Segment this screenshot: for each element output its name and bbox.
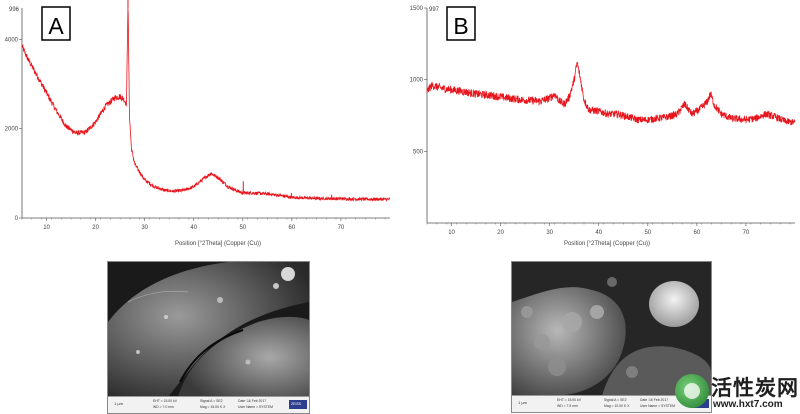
sem-a-micrograph: [108, 262, 309, 397]
panel-label-a-box: [41, 6, 71, 41]
x-tick-label: 70: [338, 225, 345, 231]
x-tick-label: 50: [239, 225, 246, 231]
site-watermark: 活性炭网 www.hxt7.com: [675, 372, 800, 414]
watermark-logo-icon: [675, 374, 709, 408]
sem-b-micrograph: [512, 262, 711, 396]
sem-a-scale-label: 1 µm: [114, 401, 123, 406]
chart-a-xlabel: Position [°2Theta] (Copper (Cu)): [175, 241, 261, 247]
x-tick-label: 10: [448, 230, 455, 236]
sem-b-eht: EHT = 15.00 kV: [557, 398, 581, 402]
x-tick-label: 60: [289, 225, 296, 231]
x-tick-label: 10: [43, 225, 50, 231]
sem-b-scale-label: 1 µm: [518, 400, 527, 405]
sem-a-signal: Signal A = SE2: [200, 399, 223, 403]
y-tick-label: 0: [15, 216, 19, 222]
chart-a-corner-label: 996: [9, 7, 20, 13]
y-tick-label: 1500: [410, 6, 424, 12]
chart-b-xlabel: Position [°2Theta] (Copper (Cu)): [564, 241, 650, 247]
zeiss-logo: ZEISS: [289, 400, 307, 409]
sem-a-eht: EHT = 15.00 kV: [153, 399, 177, 403]
xrd-series-line: [21, 7, 391, 202]
y-tick-label: 1000: [410, 78, 424, 84]
chart-b-corner-label: 997: [429, 7, 440, 13]
watermark-title: 活性炭网: [711, 377, 799, 400]
sem-a-wd: WD = 7.0 mm: [153, 405, 174, 409]
xrd-chart-a: 10 20 30 40 50 60 70 0 2000 4000 996 A Position […: [5, 0, 391, 247]
panel-label-a: A: [48, 13, 64, 39]
sem-a-date: Date :16 Feb 2017: [238, 399, 267, 403]
panel-label-b: B: [453, 13, 468, 39]
x-tick-label: 60: [694, 230, 701, 236]
x-tick-label: 50: [644, 230, 651, 236]
x-tick-label: 30: [546, 230, 553, 236]
sem-a-user: User Name = SYSTEM: [238, 405, 273, 409]
xrd-chart-b: 10 20 30 40 50 60 70 500 1000 1500 997 B Position…: [410, 6, 796, 247]
x-tick-label: 70: [743, 230, 750, 236]
y-tick-label: 500: [413, 149, 424, 155]
x-tick-label: 30: [141, 225, 148, 231]
sem-b-mag: Mag = 10.00 K X: [604, 404, 630, 408]
sem-b-info-bar: 1 µm EHT = 15.00 kV WD = 7.5 mm Signal A…: [512, 395, 711, 412]
x-tick-label: 20: [92, 225, 99, 231]
x-tick-label: 40: [190, 225, 197, 231]
x-tick-label: 20: [497, 230, 504, 236]
x-tick-label: 40: [595, 230, 602, 236]
sem-a-info-bar: 1 µm EHT = 15.00 kV WD = 7.0 mm Signal A…: [108, 396, 309, 413]
y-tick-label: 2000: [5, 127, 19, 133]
panel-label-b-box: [446, 6, 476, 41]
sem-b-wd: WD = 7.5 mm: [557, 404, 578, 408]
watermark-url: www.hxt7.com: [713, 399, 783, 410]
sem-image-a: 1 µm EHT = 15.00 kV WD = 7.0 mm Signal A…: [107, 261, 310, 414]
y-tick-label: 4000: [5, 37, 19, 43]
sem-b-date: Date :16 Feb 2017: [640, 398, 669, 402]
sem-b-user: User Name = SYSTEM: [640, 404, 675, 408]
xrd-series-line: [426, 61, 796, 126]
sem-b-signal: Signal A = SE2: [604, 398, 627, 402]
sem-a-mag: Mag = 15.00 K X: [200, 405, 226, 409]
